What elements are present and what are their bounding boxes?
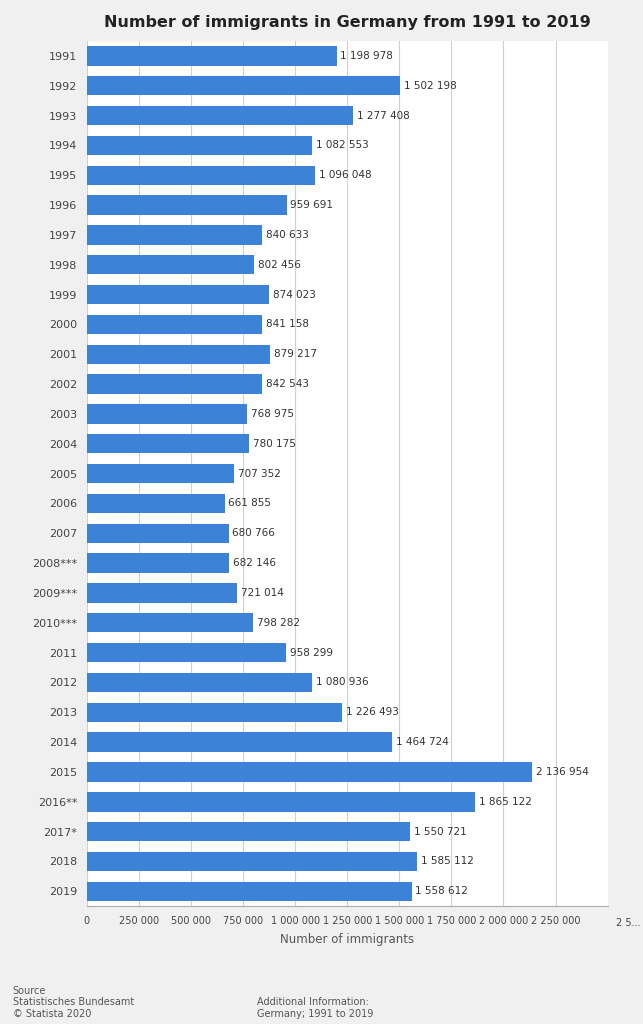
Text: 879 217: 879 217: [274, 349, 317, 359]
Bar: [87, 762, 532, 781]
Text: 1 277 408: 1 277 408: [357, 111, 410, 121]
Text: 1 082 553: 1 082 553: [316, 140, 369, 151]
Text: 798 282: 798 282: [257, 617, 300, 628]
Bar: [87, 136, 312, 155]
Bar: [87, 46, 336, 66]
Text: 802 456: 802 456: [258, 260, 301, 269]
Bar: [87, 494, 224, 513]
Text: 2 136 954: 2 136 954: [536, 767, 588, 777]
Text: 959 691: 959 691: [291, 200, 334, 210]
Text: 1 198 978: 1 198 978: [340, 51, 394, 60]
Text: 2 5...: 2 5...: [616, 918, 640, 928]
Text: Source
Statistisches Bundesamt
© Statista 2020: Source Statistisches Bundesamt © Statist…: [13, 986, 134, 1019]
Text: 721 014: 721 014: [240, 588, 284, 598]
Text: 842 543: 842 543: [266, 379, 309, 389]
Text: 1 226 493: 1 226 493: [346, 708, 399, 717]
Bar: [87, 584, 237, 603]
Text: 682 146: 682 146: [233, 558, 276, 568]
Bar: [87, 255, 254, 274]
Text: 958 299: 958 299: [290, 647, 333, 657]
Bar: [87, 523, 229, 543]
Text: 840 633: 840 633: [266, 230, 309, 240]
Bar: [87, 166, 315, 185]
Text: 1 585 112: 1 585 112: [421, 856, 474, 866]
Text: 1 550 721: 1 550 721: [413, 826, 466, 837]
Text: Additional Information:
Germany; 1991 to 2019: Additional Information: Germany; 1991 to…: [257, 997, 374, 1019]
Bar: [87, 314, 262, 334]
Text: 1 096 048: 1 096 048: [319, 170, 372, 180]
Bar: [87, 344, 270, 364]
Bar: [87, 464, 234, 483]
Bar: [87, 673, 312, 692]
X-axis label: Number of immigrants: Number of immigrants: [280, 933, 414, 946]
Title: Number of immigrants in Germany from 1991 to 2019: Number of immigrants in Germany from 199…: [104, 15, 590, 30]
Bar: [87, 732, 392, 752]
Text: 680 766: 680 766: [232, 528, 275, 539]
Bar: [87, 793, 475, 811]
Bar: [87, 613, 253, 633]
Text: 768 975: 768 975: [251, 409, 294, 419]
Text: 661 855: 661 855: [228, 499, 271, 509]
Bar: [87, 822, 410, 842]
Text: 707 352: 707 352: [238, 469, 281, 478]
Bar: [87, 196, 287, 215]
Bar: [87, 105, 353, 125]
Text: 1 558 612: 1 558 612: [415, 887, 468, 896]
Text: 780 175: 780 175: [253, 438, 296, 449]
Bar: [87, 882, 412, 901]
Bar: [87, 285, 269, 304]
Bar: [87, 434, 249, 454]
Bar: [87, 225, 262, 245]
Text: 1 464 724: 1 464 724: [395, 737, 449, 748]
Text: 841 158: 841 158: [266, 319, 309, 330]
Text: 1 080 936: 1 080 936: [316, 678, 368, 687]
Bar: [87, 852, 417, 871]
Bar: [87, 404, 247, 424]
Bar: [87, 553, 229, 572]
Text: 1 865 122: 1 865 122: [479, 797, 532, 807]
Bar: [87, 702, 342, 722]
Text: 874 023: 874 023: [273, 290, 316, 300]
Bar: [87, 375, 262, 394]
Bar: [87, 76, 400, 95]
Bar: [87, 643, 286, 663]
Text: 1 502 198: 1 502 198: [404, 81, 457, 91]
